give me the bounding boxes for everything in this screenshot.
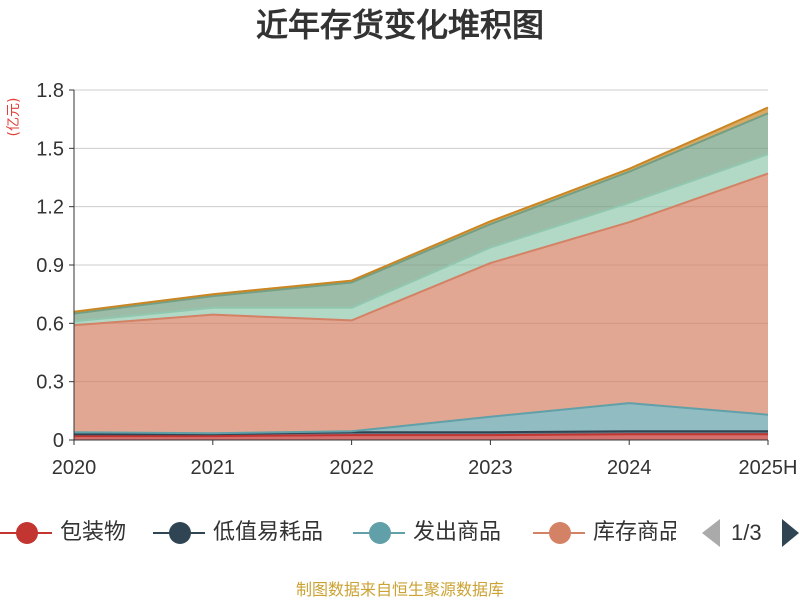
legend-item-goods-shipped[interactable]: 发出商品 <box>353 519 528 547</box>
series-line-3 <box>73 172 769 327</box>
y-tick-label: 1.2 <box>36 197 64 219</box>
y-tick-label: 0.9 <box>36 255 64 277</box>
y-tick-label: 0.6 <box>36 313 64 335</box>
x-tick-label: 2022 <box>329 457 374 479</box>
x-tick-label: 2020 <box>52 457 97 479</box>
series-area-3 <box>74 173 768 434</box>
legend-line-circle-icon <box>0 522 52 544</box>
stacked-area-chart: (亿元) 0 0.3 0.6 0.9 1.2 1.5 1.8 2020 2021 2022 2023… <box>6 80 797 479</box>
axes: 0 0.3 0.6 0.9 1.2 1.5 1.8 2020 2021 2022 2023 2024 2… <box>36 80 797 479</box>
y-tick-label: 1.8 <box>36 80 64 102</box>
series-line-1 <box>74 430 768 436</box>
legend-line-circle-icon <box>353 522 405 544</box>
series-line-0 <box>74 433 768 438</box>
x-tick-label: 2024 <box>607 457 652 479</box>
series-area-2 <box>74 403 768 435</box>
legend-line-circle-icon <box>533 522 585 544</box>
legend-page-indicator: 1/3 <box>731 520 762 545</box>
series-line-5 <box>73 112 769 315</box>
series-line-4 <box>73 153 769 323</box>
triangle-left-icon[interactable] <box>700 519 722 547</box>
x-tick-label: 2023 <box>468 457 513 479</box>
data-source-note: 制图数据来自恒生聚源数据库 <box>295 580 504 599</box>
legend-label: 包装物 <box>60 520 127 545</box>
legend-label: 低值易耗品 <box>213 520 324 545</box>
y-axis-unit-label: (亿元) <box>6 98 22 137</box>
legend-item-inventory-goods[interactable]: 库存商品 <box>533 519 676 547</box>
legend-item-packaging[interactable]: 包装物 <box>0 519 160 547</box>
y-tick-label: 1.5 <box>36 138 64 160</box>
triangle-right-icon[interactable] <box>780 519 800 547</box>
legend-label: 库存商品 <box>593 520 676 545</box>
chart-title: 近年存货变化堆积图 <box>255 6 544 44</box>
series-line-6 <box>73 106 769 313</box>
series-lines <box>73 106 769 438</box>
legend-line-circle-icon <box>153 522 205 544</box>
series-area-0 <box>74 434 768 440</box>
y-tick-label: 0 <box>53 430 64 452</box>
series-line-2 <box>73 402 769 435</box>
y-tick-label: 0.3 <box>36 372 64 394</box>
x-tick-label: 2025H <box>739 457 798 479</box>
legend-item-low-value-consumables[interactable]: 低值易耗品 <box>153 519 348 547</box>
x-tick-label: 2021 <box>191 457 236 479</box>
legend-label: 发出商品 <box>413 520 502 545</box>
